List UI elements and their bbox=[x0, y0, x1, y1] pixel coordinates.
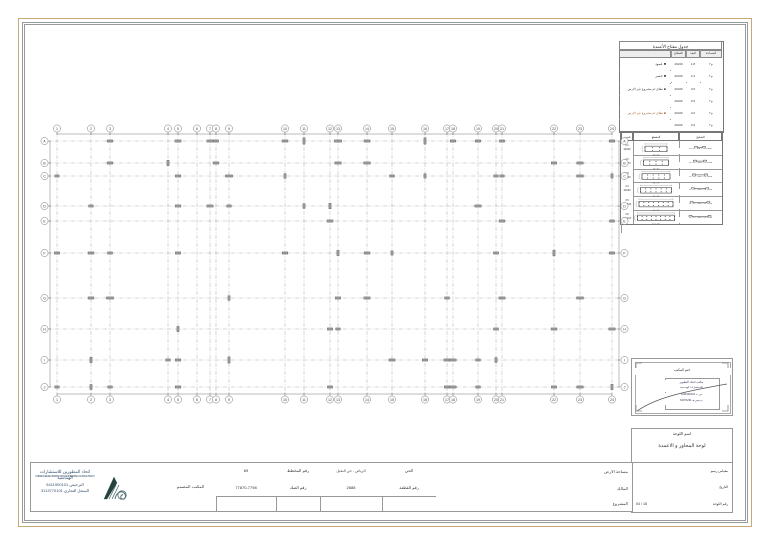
svg-text:21: 21 bbox=[500, 398, 504, 402]
svg-text:I: I bbox=[44, 358, 45, 362]
svg-text:24: 24 bbox=[610, 398, 614, 402]
svg-text:18: 18 bbox=[451, 127, 455, 131]
svg-text:D: D bbox=[623, 204, 626, 208]
svg-text:G: G bbox=[623, 296, 626, 300]
svg-text:7: 7 bbox=[209, 127, 211, 131]
svg-text:17: 17 bbox=[445, 127, 449, 131]
svg-text:D: D bbox=[43, 204, 46, 208]
svg-text:8: 8 bbox=[215, 398, 217, 402]
svg-text:I: I bbox=[624, 358, 625, 362]
svg-text:C: C bbox=[43, 174, 46, 178]
svg-text:5: 5 bbox=[177, 127, 179, 131]
svg-text:7: 7 bbox=[209, 398, 211, 402]
svg-text:23: 23 bbox=[578, 127, 582, 131]
svg-text:9: 9 bbox=[228, 127, 230, 131]
svg-text:13: 13 bbox=[336, 127, 340, 131]
svg-text:21: 21 bbox=[500, 127, 504, 131]
svg-text:18: 18 bbox=[451, 398, 455, 402]
svg-text:4: 4 bbox=[167, 127, 169, 131]
svg-text:2: 2 bbox=[90, 398, 92, 402]
svg-text:12: 12 bbox=[328, 127, 332, 131]
svg-text:14: 14 bbox=[365, 127, 369, 131]
svg-text:12: 12 bbox=[328, 398, 332, 402]
svg-text:17: 17 bbox=[445, 398, 449, 402]
svg-text:J: J bbox=[44, 385, 46, 389]
svg-text:6: 6 bbox=[196, 127, 198, 131]
svg-text:2: 2 bbox=[90, 127, 92, 131]
svg-text:22: 22 bbox=[552, 398, 556, 402]
svg-text:15: 15 bbox=[390, 398, 394, 402]
svg-text:G: G bbox=[43, 296, 46, 300]
svg-text:H: H bbox=[43, 327, 46, 331]
svg-text:13: 13 bbox=[336, 398, 340, 402]
svg-text:14: 14 bbox=[365, 398, 369, 402]
svg-text:J: J bbox=[624, 385, 626, 389]
svg-text:1: 1 bbox=[56, 127, 58, 131]
svg-text:4: 4 bbox=[167, 398, 169, 402]
svg-text:16: 16 bbox=[423, 398, 427, 402]
svg-text:19: 19 bbox=[476, 127, 480, 131]
svg-text:19: 19 bbox=[476, 398, 480, 402]
svg-text:24: 24 bbox=[610, 127, 614, 131]
svg-text:20: 20 bbox=[494, 398, 498, 402]
svg-text:15: 15 bbox=[390, 127, 394, 131]
svg-text:5: 5 bbox=[177, 398, 179, 402]
svg-text:9: 9 bbox=[228, 398, 230, 402]
svg-text:6: 6 bbox=[196, 398, 198, 402]
svg-text:1: 1 bbox=[56, 398, 58, 402]
svg-text:23: 23 bbox=[578, 398, 582, 402]
svg-text:H: H bbox=[623, 327, 626, 331]
svg-text:11: 11 bbox=[302, 127, 306, 131]
svg-text:20: 20 bbox=[494, 127, 498, 131]
svg-text:C: C bbox=[623, 174, 626, 178]
svg-text:16: 16 bbox=[423, 127, 427, 131]
svg-text:10: 10 bbox=[283, 398, 287, 402]
svg-text:3: 3 bbox=[109, 127, 111, 131]
svg-text:10: 10 bbox=[283, 127, 287, 131]
svg-text:3: 3 bbox=[109, 398, 111, 402]
svg-text:11: 11 bbox=[302, 398, 306, 402]
svg-text:22: 22 bbox=[552, 127, 556, 131]
svg-text:8: 8 bbox=[215, 127, 217, 131]
